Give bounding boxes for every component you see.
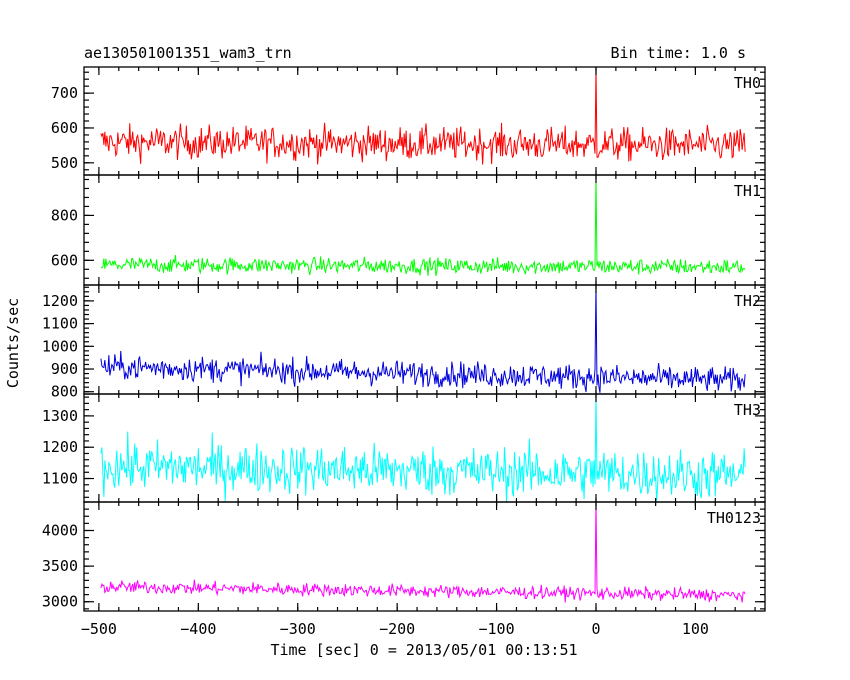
y-tick-label: 1300 <box>42 407 78 425</box>
x-tick-label: −200 <box>379 620 415 638</box>
series-line-th3 <box>100 394 746 502</box>
series-line-th1 <box>100 175 746 277</box>
y-tick-label: 900 <box>51 360 78 378</box>
chart-title: ae130501001351_wam3_trn <box>84 44 292 62</box>
x-tick-label: −100 <box>479 620 515 638</box>
panel-label-th0: TH0 <box>734 74 761 92</box>
x-tick-label: −500 <box>81 620 117 638</box>
y-tick-label: 700 <box>51 84 78 102</box>
y-tick-label: 800 <box>51 206 78 224</box>
y-tick-label: 800 <box>51 383 78 401</box>
panel-th2: 800 900 1000 1100 1200 TH2 <box>42 284 766 401</box>
panel-frame <box>83 284 766 395</box>
y-tick-label: 3000 <box>42 593 78 611</box>
y-axis-label: Counts/sec <box>4 298 22 388</box>
x-axis-label: Time [sec] 0 = 2013/05/01 00:13:51 <box>270 641 577 659</box>
panel-label-th0123: TH0123 <box>707 509 761 527</box>
panel-label-th1: TH1 <box>734 182 761 200</box>
y-tick-label: 1100 <box>42 315 78 333</box>
series-line-th0 <box>100 67 746 165</box>
y-tick-label: 3500 <box>42 557 78 575</box>
panel-label-th2: TH2 <box>734 292 761 310</box>
x-tick-label: 0 <box>591 620 600 638</box>
series-line-th2 <box>100 285 746 393</box>
panel-frame <box>83 393 766 503</box>
y-tick-label: 1100 <box>42 470 78 488</box>
x-tick-label: 100 <box>682 620 709 638</box>
y-tick-label: 1000 <box>42 337 78 355</box>
y-tick-label: 600 <box>51 251 78 269</box>
y-tick-label: 500 <box>51 154 78 172</box>
series-line-th0123 <box>100 502 746 603</box>
panel-th3: 1100 1200 1300 TH3 <box>42 393 766 503</box>
panel-th1: 600 800 TH1 <box>51 174 766 286</box>
panel-frame <box>83 501 766 612</box>
panel-label-th3: TH3 <box>734 401 761 419</box>
y-tick-label: 600 <box>51 119 78 137</box>
panel-th0123: 3000 3500 4000 TH0123 <box>42 501 766 612</box>
bin-time-label: Bin time: 1.0 s <box>611 44 746 62</box>
y-tick-label: 1200 <box>42 438 78 456</box>
x-tick-label: −400 <box>180 620 216 638</box>
x-tick-label: −300 <box>280 620 316 638</box>
y-tick-label: 4000 <box>42 521 78 539</box>
panel-th0: 500 600 700 TH0 <box>51 66 766 176</box>
y-tick-label: 1200 <box>42 292 78 310</box>
